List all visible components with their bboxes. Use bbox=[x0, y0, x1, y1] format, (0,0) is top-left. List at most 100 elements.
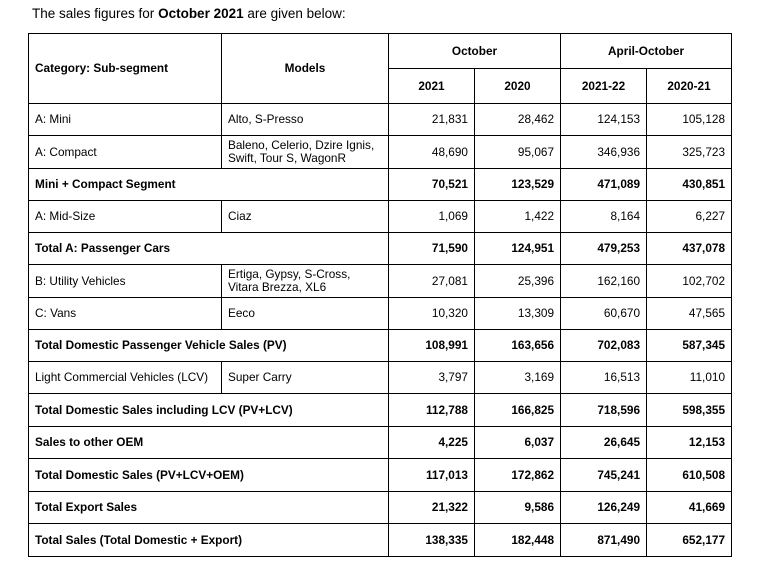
table-row: Total Domestic Sales (PV+LCV+OEM) 117,01… bbox=[28, 458, 733, 492]
row-oct-2021: 71,590 bbox=[388, 232, 475, 265]
row-models: Super Carry bbox=[221, 361, 389, 394]
row-oct-2021: 3,797 bbox=[388, 361, 475, 394]
table-row: A: Compact Baleno, Celerio, Dzire Ignis,… bbox=[28, 135, 733, 169]
row-ytd-2021-22: 60,670 bbox=[560, 297, 648, 330]
row-ytd-2021-22: 16,513 bbox=[560, 361, 648, 394]
row-oct-2020: 6,037 bbox=[473, 426, 562, 459]
row-oct-2021: 10,320 bbox=[388, 297, 475, 330]
row-category: C: Vans bbox=[28, 297, 222, 330]
row-ytd-2020-21: 6,227 bbox=[646, 200, 733, 233]
row-category: Mini + Compact Segment bbox=[28, 168, 389, 201]
table-row: Mini + Compact Segment 70,521 123,529 47… bbox=[28, 168, 733, 201]
header-col-2021: 2021 bbox=[388, 68, 475, 104]
row-oct-2021: 117,013 bbox=[388, 458, 475, 492]
row-oct-2020: 13,309 bbox=[473, 297, 562, 330]
row-ytd-2021-22: 8,164 bbox=[560, 200, 648, 233]
row-oct-2020: 3,169 bbox=[473, 361, 562, 394]
header-col-2020-21: 2020-21 bbox=[646, 68, 733, 104]
row-oct-2021: 21,322 bbox=[388, 491, 475, 524]
row-category: Total Domestic Passenger Vehicle Sales (… bbox=[28, 329, 389, 362]
header-row-years: 2021 2020 2021-22 2020-21 bbox=[29, 68, 733, 104]
row-oct-2021: 4,225 bbox=[388, 426, 475, 459]
row-ytd-2021-22: 718,596 bbox=[560, 393, 648, 427]
row-oct-2020: 9,586 bbox=[473, 491, 562, 524]
row-oct-2021: 27,081 bbox=[388, 264, 475, 298]
row-oct-2021: 21,831 bbox=[388, 103, 475, 136]
row-oct-2020: 124,951 bbox=[473, 232, 562, 265]
row-models: Eeco bbox=[221, 297, 389, 330]
table-row: Total Sales (Total Domestic + Export) 13… bbox=[28, 523, 733, 557]
intro-text: The sales figures for October 2021 are g… bbox=[32, 6, 346, 21]
table-row: C: Vans Eeco 10,320 13,309 60,670 47,565 bbox=[28, 297, 733, 330]
row-oct-2021: 48,690 bbox=[388, 135, 475, 169]
header-category: Category: Sub-segment bbox=[28, 33, 222, 104]
row-oct-2020: 182,448 bbox=[473, 523, 562, 557]
sales-table: Category: Sub-segment Models October Apr… bbox=[28, 33, 733, 557]
table-row: A: Mini Alto, S-Presso 21,831 28,462 124… bbox=[28, 103, 733, 136]
row-ytd-2021-22: 346,936 bbox=[560, 135, 648, 169]
row-category: Total Domestic Sales (PV+LCV+OEM) bbox=[28, 458, 389, 492]
row-category: Total Domestic Sales including LCV (PV+L… bbox=[28, 393, 389, 427]
row-category: A: Mid-Size bbox=[28, 200, 222, 233]
row-ytd-2020-21: 11,010 bbox=[646, 361, 733, 394]
intro-before: The sales figures for bbox=[32, 6, 159, 21]
row-models: Alto, S-Presso bbox=[221, 103, 389, 136]
row-ytd-2021-22: 471,089 bbox=[560, 168, 648, 201]
row-ytd-2021-22: 126,249 bbox=[560, 491, 648, 524]
table-row: Sales to other OEM 4,225 6,037 26,645 12… bbox=[28, 426, 733, 459]
row-oct-2020: 1,422 bbox=[473, 200, 562, 233]
row-ytd-2021-22: 745,241 bbox=[560, 458, 648, 492]
header-group-april-october: April-October bbox=[560, 33, 733, 69]
row-oct-2020: 95,067 bbox=[473, 135, 562, 169]
row-oct-2020: 166,825 bbox=[473, 393, 562, 427]
row-oct-2020: 172,862 bbox=[473, 458, 562, 492]
header-row-groups: Category: Sub-segment Models October Apr… bbox=[28, 33, 733, 104]
row-oct-2021: 112,788 bbox=[388, 393, 475, 427]
table-row: B: Utility Vehicles Ertiga, Gypsy, S-Cro… bbox=[28, 264, 733, 298]
header-models: Models bbox=[221, 33, 389, 104]
header-col-2021-22: 2021-22 bbox=[560, 68, 648, 104]
row-category: Total A: Passenger Cars bbox=[28, 232, 389, 265]
row-ytd-2020-21: 102,702 bbox=[646, 264, 733, 298]
row-ytd-2020-21: 41,669 bbox=[646, 491, 733, 524]
row-ytd-2020-21: 47,565 bbox=[646, 297, 733, 330]
header-col-2020: 2020 bbox=[473, 68, 562, 104]
row-ytd-2020-21: 610,508 bbox=[646, 458, 733, 492]
row-ytd-2021-22: 702,083 bbox=[560, 329, 648, 362]
table-row: Total Domestic Passenger Vehicle Sales (… bbox=[28, 329, 733, 362]
row-ytd-2020-21: 430,851 bbox=[646, 168, 733, 201]
row-oct-2021: 108,991 bbox=[388, 329, 475, 362]
row-ytd-2020-21: 12,153 bbox=[646, 426, 733, 459]
row-ytd-2021-22: 124,153 bbox=[560, 103, 648, 136]
row-ytd-2020-21: 587,345 bbox=[646, 329, 733, 362]
table-row: Total Export Sales 21,322 9,586 126,249 … bbox=[28, 491, 733, 524]
row-oct-2020: 28,462 bbox=[473, 103, 562, 136]
row-ytd-2021-22: 26,645 bbox=[560, 426, 648, 459]
table-row: Total A: Passenger Cars 71,590 124,951 4… bbox=[28, 232, 733, 265]
row-category: Light Commercial Vehicles (LCV) bbox=[28, 361, 222, 394]
table-row: A: Mid-Size Ciaz 1,069 1,422 8,164 6,227 bbox=[28, 200, 733, 233]
row-oct-2020: 25,396 bbox=[473, 264, 562, 298]
row-ytd-2020-21: 437,078 bbox=[646, 232, 733, 265]
row-category: A: Mini bbox=[28, 103, 222, 136]
row-category: Total Export Sales bbox=[28, 491, 389, 524]
row-ytd-2020-21: 105,128 bbox=[646, 103, 733, 136]
row-category: B: Utility Vehicles bbox=[28, 264, 222, 298]
row-ytd-2021-22: 162,160 bbox=[560, 264, 648, 298]
row-oct-2020: 163,656 bbox=[473, 329, 562, 362]
row-models: Baleno, Celerio, Dzire Ignis, Swift, Tou… bbox=[221, 135, 389, 169]
intro-bold-period: October 2021 bbox=[158, 6, 244, 21]
row-models: Ertiga, Gypsy, S-Cross, Vitara Brezza, X… bbox=[221, 264, 389, 298]
row-ytd-2021-22: 479,253 bbox=[560, 232, 648, 265]
row-category: Total Sales (Total Domestic + Export) bbox=[28, 523, 389, 557]
row-models: Ciaz bbox=[221, 200, 389, 233]
row-category: Sales to other OEM bbox=[28, 426, 389, 459]
row-ytd-2020-21: 325,723 bbox=[646, 135, 733, 169]
row-ytd-2021-22: 871,490 bbox=[560, 523, 648, 557]
row-ytd-2020-21: 598,355 bbox=[646, 393, 733, 427]
row-oct-2020: 123,529 bbox=[473, 168, 562, 201]
row-ytd-2020-21: 652,177 bbox=[646, 523, 733, 557]
row-oct-2021: 1,069 bbox=[388, 200, 475, 233]
header-group-october: October bbox=[387, 33, 562, 69]
row-oct-2021: 138,335 bbox=[388, 523, 475, 557]
